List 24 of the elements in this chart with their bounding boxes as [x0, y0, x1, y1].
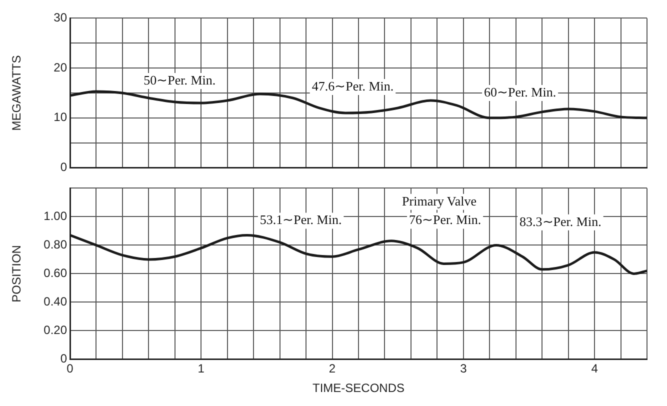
x-tick-label: 4 [591, 362, 598, 376]
annotation: 47.6∼Per. Min. [312, 78, 394, 94]
annotation: Primary Valve [402, 193, 477, 208]
x-tick-label: 2 [328, 362, 336, 376]
annotation: 50∼Per. Min. [144, 72, 216, 88]
x-tick-label: 3 [460, 362, 468, 376]
y-tick-label: 0.60 [44, 266, 68, 280]
y-tick-label: 0 [60, 352, 68, 366]
y-tick-label: 0 [60, 160, 68, 174]
y-tick-label: 10 [54, 110, 68, 124]
y-axis-title: MEGAWATTS [10, 55, 24, 131]
annotation: 60∼Per. Min. [484, 84, 556, 100]
y-tick-label: 0.40 [44, 294, 68, 309]
y-tick-label: 30 [54, 10, 68, 25]
y-tick-label: 1.00 [44, 209, 68, 224]
x-axis-title: TIME-SECONDS [312, 381, 405, 396]
annotation: 83.3∼Per. Min. [520, 214, 602, 229]
y-tick-label: 20 [54, 60, 68, 74]
x-tick-label: 1 [198, 362, 205, 376]
y-axis-title: POSITION [10, 245, 24, 302]
y-tick-label: 0.20 [44, 323, 68, 338]
annotation: 53.1∼Per. Min. [260, 212, 342, 228]
y-tick-label: 0.80 [44, 238, 68, 252]
annotation: 76∼Per. Min. [409, 212, 482, 228]
